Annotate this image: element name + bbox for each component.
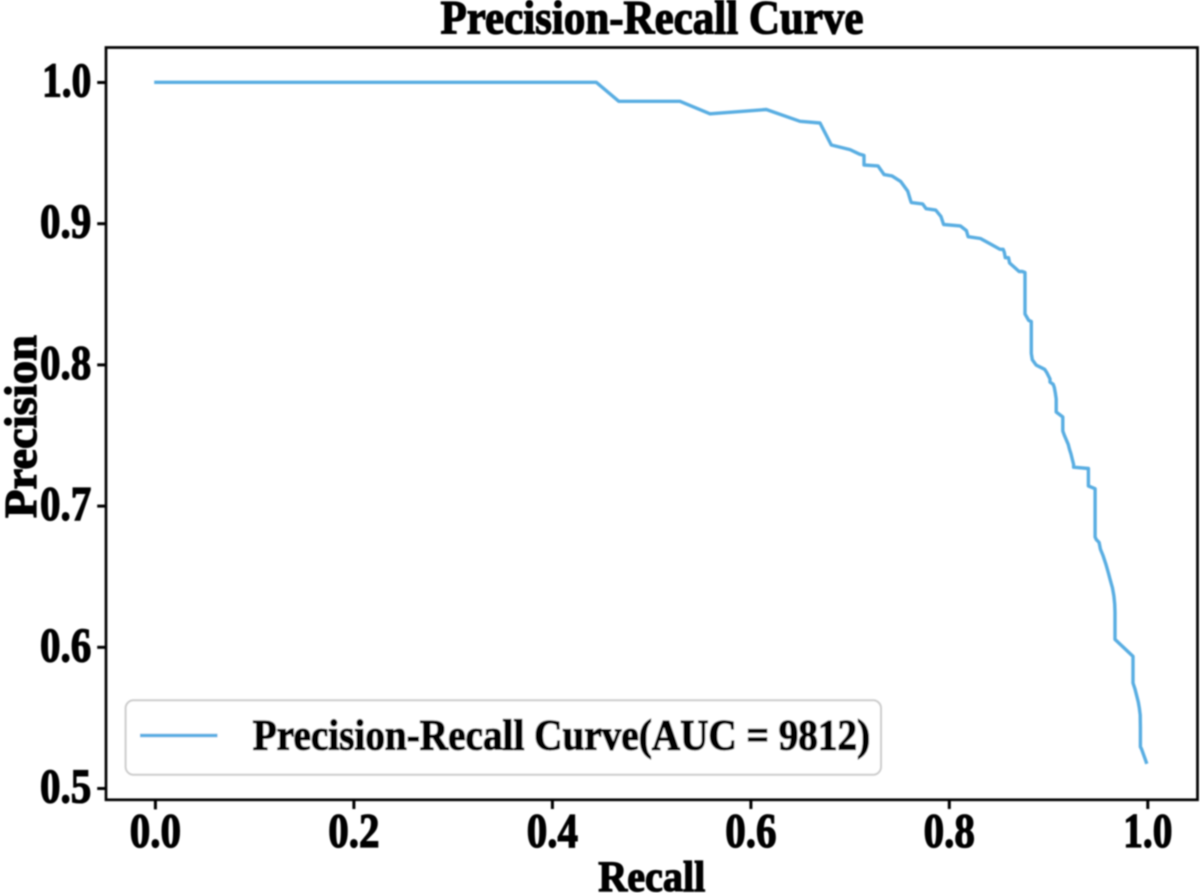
svg-text:0.0: 0.0 <box>130 805 181 858</box>
svg-text:0.7: 0.7 <box>40 478 91 531</box>
svg-text:0.4: 0.4 <box>527 805 578 858</box>
svg-text:0.8: 0.8 <box>924 805 975 858</box>
svg-text:0.8: 0.8 <box>40 337 91 390</box>
svg-text:Precision-Recall Curve(AUC = 9: Precision-Recall Curve(AUC = 9812) <box>253 711 870 759</box>
svg-text:1.0: 1.0 <box>42 55 91 108</box>
svg-text:0.6: 0.6 <box>725 805 776 858</box>
svg-text:0.2: 0.2 <box>328 805 379 858</box>
svg-text:Precision-Recall Curve: Precision-Recall Curve <box>441 0 864 45</box>
svg-text:0.6: 0.6 <box>40 619 91 672</box>
svg-text:1.0: 1.0 <box>1123 805 1172 858</box>
svg-text:Precision: Precision <box>0 335 46 518</box>
svg-text:0.9: 0.9 <box>40 196 91 249</box>
svg-text:Recall: Recall <box>598 853 705 893</box>
svg-text:0.5: 0.5 <box>40 761 91 814</box>
